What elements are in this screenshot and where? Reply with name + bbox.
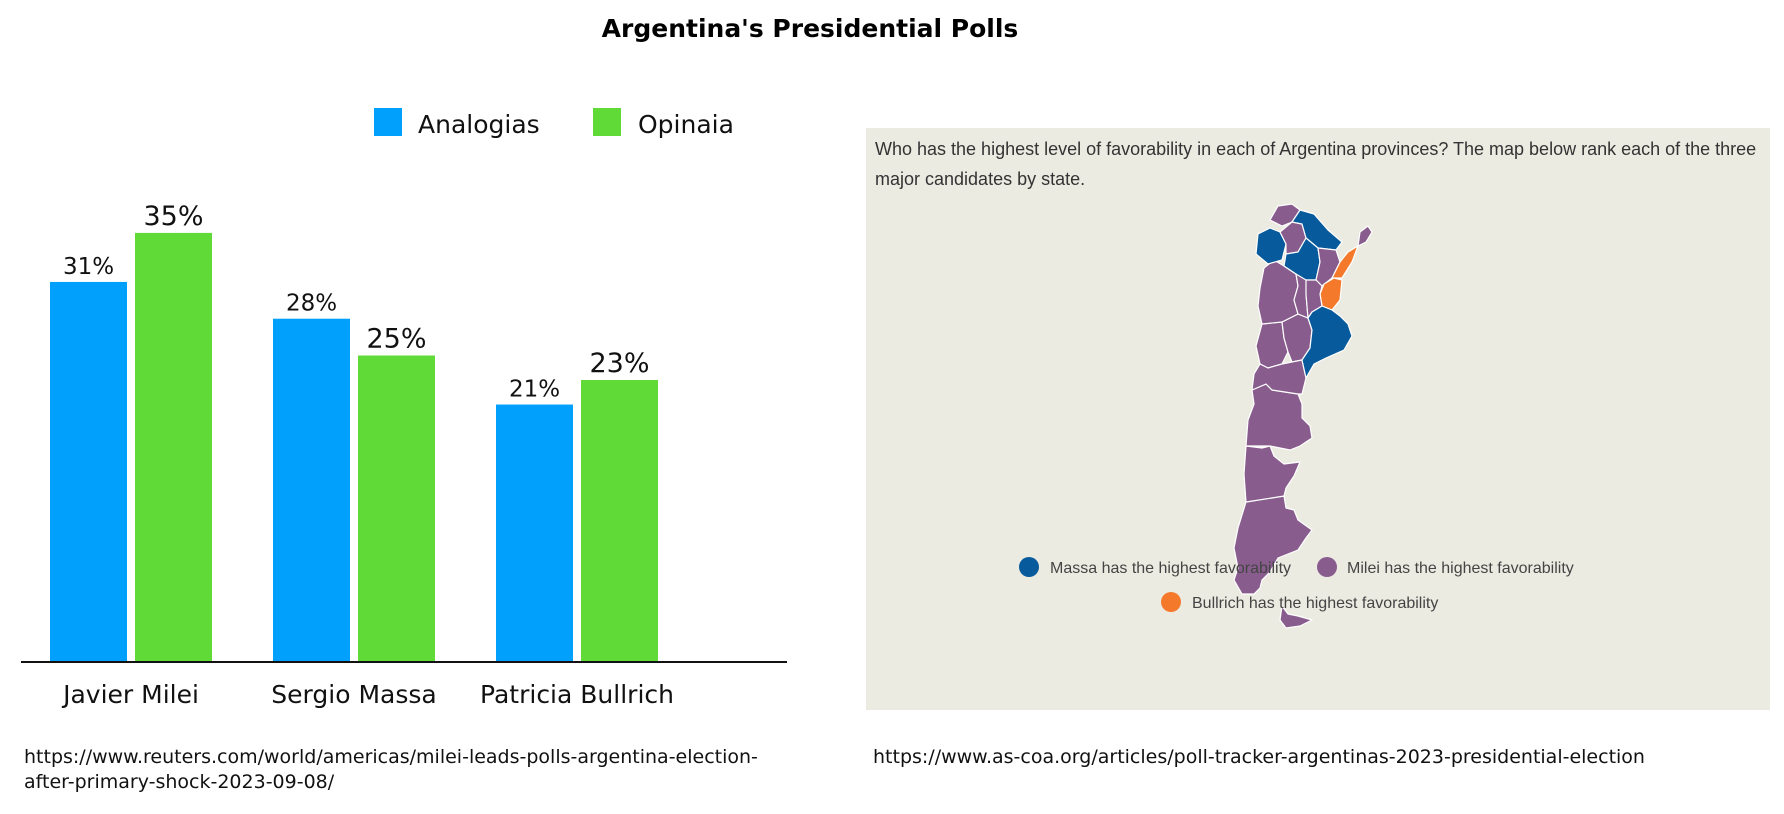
legend-dot-bullrich <box>1161 592 1181 612</box>
province-patagonia-central <box>1243 445 1301 503</box>
map-panel: Who has the highest level of favorabilit… <box>866 128 1770 710</box>
value-label-analogias-2: 28% <box>286 291 337 317</box>
category-label-2: Sergio Massa <box>271 680 436 709</box>
value-label-analogias-1: 31% <box>63 254 114 280</box>
value-label-analogias-3: 21% <box>509 377 560 403</box>
legend-dot-massa <box>1019 557 1039 577</box>
chart-title: Argentina's Presidential Polls <box>601 14 1019 43</box>
legend-label-analogias: Analogias <box>418 110 540 139</box>
bar-analogias-3 <box>496 404 573 662</box>
map-legend: Massa has the highest favorability Milei… <box>1019 557 1574 612</box>
bars-group: 31% 35% 28% 25% 21% 23% <box>50 201 658 662</box>
legend-label-milei: Milei has the highest favorability <box>1347 560 1574 577</box>
legend-label-bullrich: Bullrich has the highest favorability <box>1192 595 1438 612</box>
chart-legend: Analogias Opinaia <box>374 108 734 139</box>
province-misiones <box>1357 225 1373 247</box>
bar-chart: Analogias Opinaia 31% 35% 28% 25% 21% 23% Jav… <box>21 108 787 709</box>
legend-swatch-opinaia <box>593 108 621 136</box>
map-provinces <box>1233 203 1373 629</box>
province-corrientes-bullrich <box>1331 245 1359 279</box>
bar-analogias-2 <box>273 318 350 662</box>
argentina-map: Massa has the highest favorability Milei… <box>1019 203 1574 629</box>
category-labels: Javier Milei Sergio Massa Patricia Bullric… <box>61 680 674 709</box>
bar-opinaia-1 <box>135 232 212 662</box>
legend-swatch-analogias <box>374 108 402 136</box>
value-label-opinaia-3: 23% <box>589 348 649 379</box>
legend-dot-milei <box>1317 557 1337 577</box>
value-label-opinaia-1: 35% <box>143 201 203 232</box>
category-label-3: Patricia Bullrich <box>480 680 674 709</box>
bar-opinaia-2 <box>358 355 435 662</box>
source-url-as-coa: https://www.as-coa.org/articles/poll-tra… <box>873 746 1645 768</box>
legend-label-opinaia: Opinaia <box>638 110 734 139</box>
value-label-opinaia-2: 25% <box>366 324 426 355</box>
bar-opinaia-3 <box>581 380 658 662</box>
province-central-west <box>1251 359 1307 395</box>
province-buenos-aires-massa <box>1301 305 1353 379</box>
source-url-reuters: https://www.reuters.com/world/americas/m… <box>24 746 758 793</box>
map-description: Who has the highest level of favorabilit… <box>875 139 1757 189</box>
bar-analogias-1 <box>50 281 127 662</box>
legend-label-massa: Massa has the highest favorability <box>1050 560 1291 577</box>
province-patagonia-south <box>1233 495 1313 595</box>
province-salta-massa <box>1255 227 1287 265</box>
category-label-1: Javier Milei <box>61 680 199 709</box>
province-tierra-del-fuego <box>1279 605 1313 629</box>
